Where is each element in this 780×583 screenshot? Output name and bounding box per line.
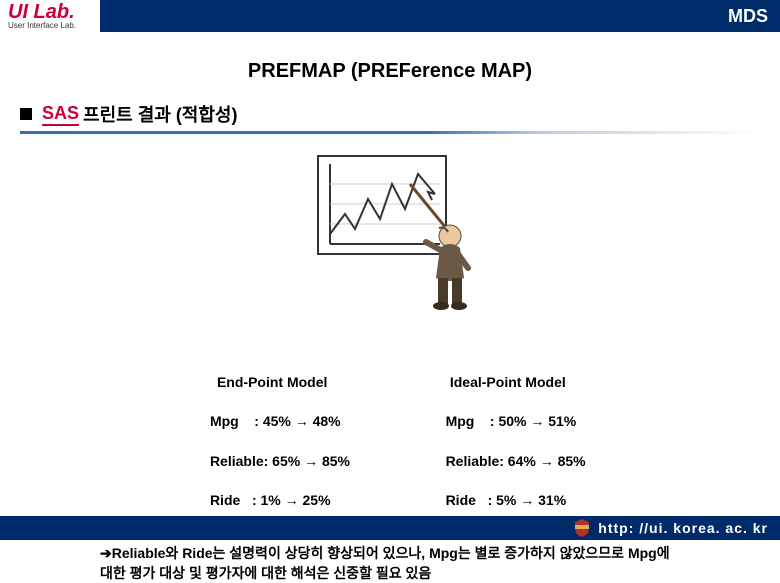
header-bar: MDS: [100, 0, 780, 32]
conclusion-text: Reliable와 Ride는 설명력이 상당히 향상되어 있으나, Mpg는 …: [100, 545, 670, 581]
underline-bar: [20, 131, 760, 134]
subtitle-rest: 프린트 결과 (적합성): [83, 101, 237, 127]
ideal-point-model-col: Ideal-Point Model Mpg : 50% → 51% Reliab…: [430, 334, 586, 530]
conclusion: ➔Reliable와 Ride는 설명력이 상당히 향상되어 있으나, Mpg는…: [100, 544, 680, 583]
header: UI Lab. User Interface Lab. MDS: [0, 0, 780, 32]
end-point-row-2: Ride : 1% → 25%: [210, 492, 331, 508]
logo-area: UI Lab. User Interface Lab.: [0, 0, 100, 32]
ideal-point-row-1: Reliable: 64% → 85%: [446, 453, 586, 469]
footer: http: //ui. korea. ac. kr: [0, 516, 780, 540]
logo-main: UI Lab.: [8, 2, 100, 22]
bullet-icon: [20, 108, 32, 120]
ideal-point-title: Ideal-Point Model: [430, 373, 586, 393]
university-crest-icon: [572, 518, 592, 538]
logo-sub: User Interface Lab.: [8, 22, 100, 30]
presenter-illustration: [0, 144, 780, 324]
subtitle-row: SAS 프린트 결과 (적합성): [0, 101, 780, 127]
arrow-icon: ➔: [100, 545, 112, 561]
end-point-model-col: End-Point Model Mpg : 45% → 48% Reliable…: [194, 334, 350, 530]
ideal-point-row-0: Mpg : 50% → 51%: [446, 413, 577, 429]
end-point-row-1: Reliable: 65% → 85%: [210, 453, 350, 469]
ideal-point-row-2: Ride : 5% → 31%: [446, 492, 567, 508]
subtitle-sas: SAS: [42, 103, 79, 126]
end-point-row-0: Mpg : 45% → 48%: [210, 413, 341, 429]
title-area: PREFMAP (PREFerence MAP): [0, 60, 780, 83]
footer-url: http: //ui. korea. ac. kr: [598, 520, 768, 536]
page-title: PREFMAP (PREFerence MAP): [248, 60, 532, 82]
model-columns: End-Point Model Mpg : 45% → 48% Reliable…: [0, 334, 780, 530]
end-point-title: End-Point Model: [194, 373, 350, 393]
header-label: MDS: [728, 6, 768, 27]
chart-presenter-icon: [300, 144, 480, 324]
